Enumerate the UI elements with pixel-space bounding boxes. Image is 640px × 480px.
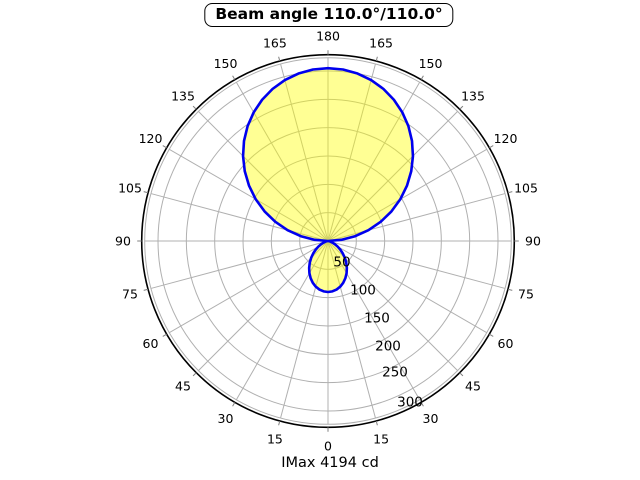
angle-gridline	[169, 148, 329, 242]
angle-gridline	[327, 240, 506, 289]
angle-tick-label: 150	[419, 56, 443, 71]
angle-tick-label: 165	[263, 36, 287, 51]
angle-tick	[192, 105, 197, 110]
angle-tick-label: 15	[373, 432, 389, 447]
angle-tick	[507, 288, 513, 291]
angle-gridline	[327, 240, 458, 371]
angle-tick-label: 45	[175, 379, 191, 394]
angle-gridline	[150, 193, 329, 242]
angle-tick	[232, 75, 236, 80]
angle-tick-label: 15	[267, 432, 283, 447]
angle-tick-label: 135	[171, 89, 195, 104]
angle-tick	[459, 372, 464, 377]
angle-gridline	[327, 240, 487, 334]
angle-gridline	[280, 63, 329, 242]
radius-gridline	[157, 70, 499, 412]
angle-tick	[507, 191, 513, 194]
radius-tick-label: 100	[350, 283, 376, 299]
angle-tick	[459, 105, 464, 110]
angle-tick	[162, 333, 167, 337]
beam-fill	[243, 68, 413, 292]
angle-tick	[232, 402, 236, 407]
chart-title: Beam angle 110.0°/110.0°	[204, 3, 454, 27]
angle-gridline	[198, 240, 329, 371]
angle-tick	[375, 420, 378, 426]
angle-tick-label: 135	[461, 89, 485, 104]
radius-tick-label: 50	[333, 255, 350, 271]
radius-tick-label: 200	[375, 339, 401, 355]
angle-gridline	[235, 82, 329, 242]
radius-tick-label: 300	[397, 395, 423, 411]
angle-tick-label: 75	[122, 287, 138, 302]
angle-tick	[420, 75, 424, 80]
angle-tick-label: 105	[514, 180, 538, 195]
angle-tick-label: 60	[498, 336, 514, 351]
radius-tick-label: 250	[382, 365, 408, 381]
radius-gridline	[299, 212, 357, 270]
angle-tick-label: 30	[423, 411, 439, 426]
angle-gridline	[327, 111, 458, 242]
angle-tick	[162, 145, 167, 149]
angle-tick-label: 165	[369, 36, 393, 51]
angle-gridline	[327, 148, 487, 242]
radius-tick-label: 150	[364, 311, 390, 327]
angle-gridline	[327, 193, 506, 242]
angle-tick-label: 90	[525, 234, 541, 249]
angle-tick	[278, 420, 281, 426]
angle-tick-label: 75	[518, 287, 534, 302]
angle-tick	[143, 191, 149, 194]
angle-tick	[375, 56, 378, 62]
angle-gridline	[327, 82, 421, 242]
angle-gridline	[280, 240, 329, 419]
radius-gridline	[185, 98, 471, 384]
angle-tick	[278, 56, 281, 62]
angle-tick-label: 120	[139, 131, 163, 146]
angle-gridline	[235, 240, 329, 400]
radius-gridline	[270, 183, 386, 299]
angle-tick-label: 0	[324, 439, 332, 454]
angle-tick-label: 120	[494, 131, 518, 146]
angle-tick	[420, 402, 424, 407]
angle-gridline	[327, 240, 376, 419]
angle-tick-label: 105	[118, 180, 142, 195]
angle-tick	[143, 288, 149, 291]
angle-tick	[192, 372, 197, 377]
angle-tick-label: 180	[316, 29, 340, 44]
angle-tick-label: 60	[143, 336, 159, 351]
angle-gridline	[327, 63, 376, 242]
angle-tick	[489, 145, 494, 149]
angle-gridline	[150, 240, 329, 289]
angle-gridline	[327, 240, 421, 400]
angle-tick-label: 45	[465, 379, 481, 394]
axis-boundary-gridline	[144, 57, 512, 425]
angle-tick	[489, 333, 494, 337]
radius-gridline	[214, 127, 442, 355]
radius-gridline	[242, 155, 414, 327]
beam-curve	[241, 66, 415, 294]
imax-caption: IMax 4194 cd	[281, 455, 379, 471]
angle-gridline	[169, 240, 329, 334]
angle-tick-label: 30	[218, 411, 234, 426]
angle-gridline	[198, 111, 329, 242]
angle-tick-label: 150	[214, 56, 238, 71]
angle-tick-label: 90	[115, 234, 131, 249]
